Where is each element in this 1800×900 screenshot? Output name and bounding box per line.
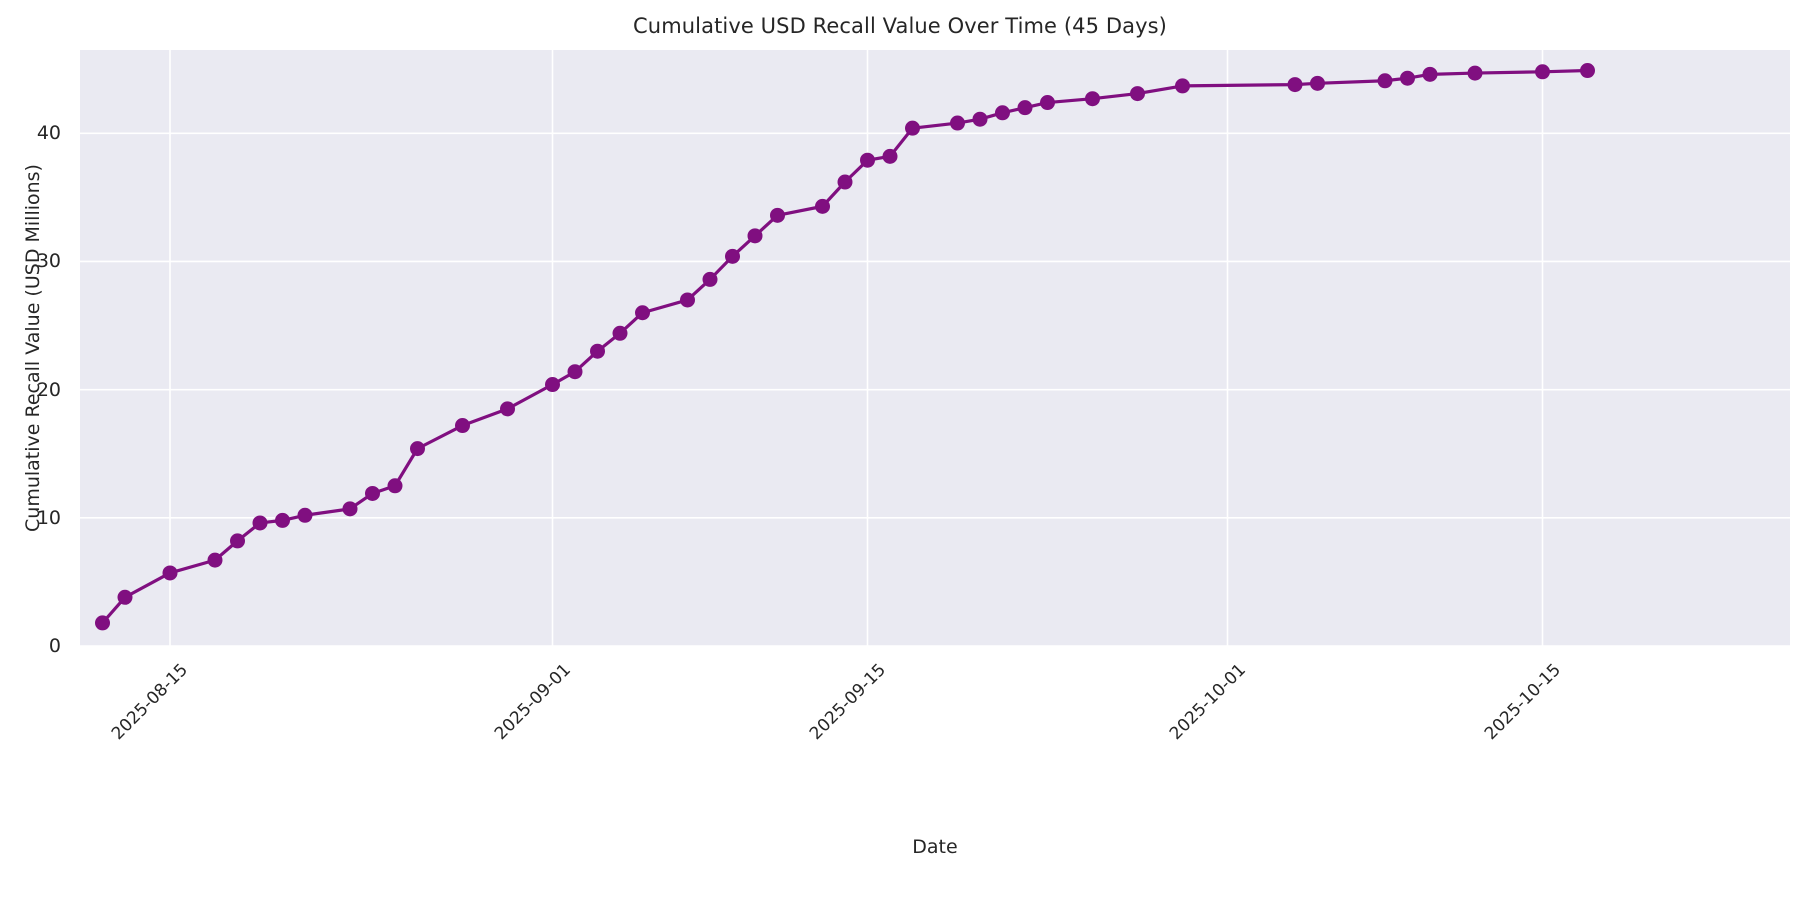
- data-point-marker: [1535, 64, 1550, 80]
- y-axis-tick-label: 10: [36, 506, 61, 529]
- data-point-marker: [1310, 75, 1325, 91]
- series-line: [100, 68, 1590, 625]
- data-point-marker: [297, 507, 313, 523]
- data-point-marker: [1017, 100, 1033, 116]
- data-point-marker: [702, 271, 718, 287]
- x-axis-tick-label: 2025-09-01: [490, 660, 575, 745]
- data-point-marker: [1580, 63, 1595, 79]
- data-point-marker: [387, 478, 403, 494]
- data-point-marker: [882, 148, 898, 164]
- data-point-marker: [252, 515, 268, 531]
- data-point-marker: [1400, 70, 1415, 86]
- chart-title: Cumulative USD Recall Value Over Time (4…: [633, 14, 1167, 38]
- plot-area: [80, 50, 1790, 646]
- data-point-marker: [117, 589, 133, 605]
- data-point-marker: [162, 565, 178, 581]
- y-axis-tick-label: 0: [48, 635, 61, 657]
- data-point-marker: [590, 343, 605, 359]
- y-axis-tick-label: 40: [36, 122, 61, 145]
- data-point-marker: [815, 198, 830, 214]
- data-point-marker: [567, 364, 583, 380]
- x-axis-tick-label: 2025-10-01: [1165, 660, 1250, 745]
- x-axis-label: Date: [912, 836, 958, 858]
- data-point-marker: [207, 552, 223, 568]
- data-point-marker: [455, 418, 470, 434]
- data-point-marker: [1040, 95, 1055, 111]
- data-point-marker: [860, 152, 875, 168]
- data-point-marker: [410, 441, 425, 457]
- data-point-marker: [95, 615, 110, 631]
- data-point-marker: [747, 228, 763, 244]
- data-point-marker: [837, 174, 853, 190]
- data-point-marker: [725, 248, 740, 264]
- x-axis-tick-label: 2025-08-15: [107, 660, 192, 745]
- data-point-marker: [972, 111, 988, 127]
- data-point-marker: [1287, 77, 1303, 93]
- data-point-marker: [342, 501, 358, 517]
- x-axis-tick-label: 2025-09-15: [805, 660, 890, 745]
- y-axis-tick-label: 20: [36, 378, 61, 401]
- data-point-marker: [950, 115, 965, 131]
- data-point-marker: [1377, 73, 1393, 89]
- data-point-marker: [770, 207, 785, 223]
- data-point-marker: [680, 292, 695, 308]
- data-point-marker: [500, 401, 515, 417]
- data-point-marker: [1130, 86, 1145, 102]
- data-point-marker: [1085, 91, 1100, 107]
- data-point-marker: [275, 512, 290, 528]
- data-point-marker: [612, 325, 628, 341]
- data-point-marker: [905, 120, 920, 136]
- data-point-marker: [995, 105, 1010, 121]
- data-point-marker: [545, 377, 560, 393]
- data-series-cumulative-recall-value: [95, 63, 1595, 631]
- data-point-marker: [1422, 66, 1438, 82]
- grid-lines: [80, 50, 1790, 646]
- data-point-marker: [230, 533, 245, 549]
- data-point-marker: [1175, 78, 1190, 94]
- y-axis-tick-label: 30: [36, 250, 61, 273]
- data-point-marker: [365, 485, 380, 501]
- x-axis-tick-label: 2025-10-15: [1480, 660, 1565, 745]
- data-point-marker: [1467, 65, 1483, 81]
- data-point-marker: [635, 305, 650, 321]
